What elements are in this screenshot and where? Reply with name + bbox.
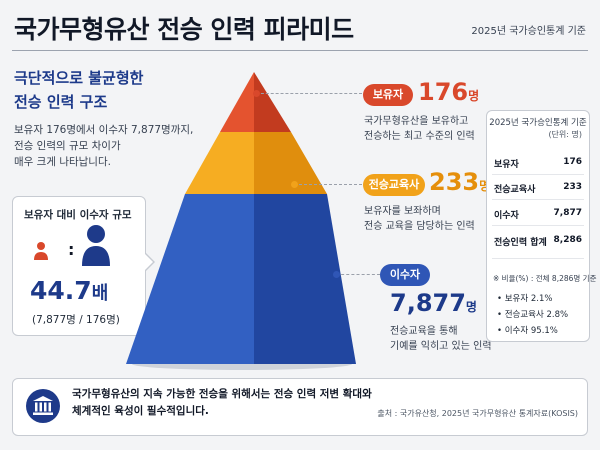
person-large-icon bbox=[82, 225, 110, 266]
tier-desc-holder: 국가무형유산을 보유하고 전승하는 최고 수준의 인력 bbox=[364, 114, 475, 144]
edu-leader-dot bbox=[291, 181, 298, 188]
tier-count-edu: 233명 bbox=[429, 168, 490, 196]
description-line-3: 매우 크게 나타납니다. bbox=[14, 156, 111, 168]
stats-row: 전승인력 합계 8,286 bbox=[494, 235, 582, 248]
stats-row: 전승교육사 233 bbox=[494, 182, 582, 195]
footer-message: 국가무형유산의 지속 가능한 전승을 위해서는 전승 인력 저변 확대와 체계적… bbox=[72, 386, 372, 420]
footer-source: 출처 : 국가유산청, 2025년 국가무형유산 통계자료(KOSIS) bbox=[377, 409, 578, 418]
headline-line-2: 전승 인력 구조 bbox=[14, 93, 108, 111]
header-divider bbox=[12, 50, 588, 51]
ratio-value: 44.7배 bbox=[30, 276, 108, 305]
tier-label-holder: 보유자 bbox=[363, 84, 413, 106]
person-small-icon bbox=[34, 242, 48, 260]
tier-label-edu: 전승교육사 bbox=[363, 174, 425, 196]
stats-row: 보유자 176 bbox=[494, 157, 582, 170]
holder-leader-dot bbox=[253, 90, 260, 97]
stats-row-label: 보유자 bbox=[494, 160, 519, 170]
ratio-icons: : bbox=[34, 225, 110, 266]
stats-row-divider bbox=[492, 199, 584, 200]
tier-count-holder-unit: 명 bbox=[468, 89, 480, 103]
stats-unit: (단위: 명) bbox=[548, 130, 582, 139]
trainee-leader-line bbox=[336, 274, 380, 275]
stats-row-label: 전승인력 합계 bbox=[494, 238, 547, 248]
description-line-2: 전승 인력의 규모 차이가 bbox=[14, 140, 121, 152]
tier-count-edu-value: 233 bbox=[429, 168, 480, 196]
stats-title: 2025년 국가승인통계 기준 bbox=[489, 118, 587, 128]
description-line-1: 보유자 176명에서 이수자 7,877명까지, bbox=[14, 124, 194, 136]
stats-row-value: 176 bbox=[563, 157, 582, 167]
tier-desc-edu: 보유자를 보좌하며 전승 교육을 담당하는 인력 bbox=[364, 204, 475, 234]
footer-box bbox=[12, 378, 588, 436]
page-title: 국가무형유산 전승 인력 피라미드 bbox=[14, 15, 354, 44]
tier-count-holder: 176명 bbox=[418, 78, 479, 106]
ratio-title: 보유자 대비 이수자 규모 bbox=[24, 209, 132, 221]
tier-count-holder-value: 176 bbox=[418, 78, 469, 106]
stats-row-value: 233 bbox=[563, 182, 582, 192]
tier-label-trainee: 이수자 bbox=[380, 264, 430, 286]
stats-row: 이수자 7,877 bbox=[494, 208, 582, 221]
stats-row-label: 전승교육사 bbox=[494, 185, 536, 195]
tier-count-edu-unit: 명 bbox=[479, 179, 491, 193]
tier-count-trainee: 7,877명 bbox=[390, 289, 477, 317]
stats-row-value: 8,286 bbox=[553, 235, 582, 245]
ratio-box bbox=[12, 196, 146, 336]
pyramid-tier-holder bbox=[220, 72, 291, 132]
tier-desc-trainee-line-1: 전승교육을 통해 bbox=[390, 326, 458, 337]
pyramid-diagram bbox=[126, 72, 356, 370]
pyramid-tier-trainee bbox=[126, 194, 356, 364]
header-source: 2025년 국가승인통계 기준 bbox=[471, 26, 586, 37]
tier-desc-edu-line-1: 보유자를 보좌하며 bbox=[364, 206, 441, 217]
footer-icon-badge bbox=[26, 389, 60, 423]
ratio-sub: (7,877명 / 176명) bbox=[32, 314, 120, 326]
stats-pct-item: • 보유자 2.1% bbox=[497, 294, 553, 304]
ratio-colon: : bbox=[68, 240, 74, 259]
headline-line-1: 극단적으로 불균형한 bbox=[14, 69, 144, 87]
pyramid-tier-edu bbox=[185, 132, 327, 194]
tier-count-trainee-unit: 명 bbox=[465, 300, 477, 314]
footer-message-line-1: 국가무형유산의 지속 가능한 전승을 위해서는 전승 인력 저변 확대와 bbox=[72, 388, 372, 400]
stats-row-divider bbox=[492, 225, 584, 226]
footer-message-line-2: 체계적인 육성이 필수적입니다. bbox=[72, 405, 209, 417]
ratio-value-unit: 배 bbox=[91, 283, 109, 304]
edu-leader-line bbox=[294, 184, 362, 185]
stats-pct-item: • 전승교육사 2.8% bbox=[497, 310, 569, 320]
stats-row-value: 7,877 bbox=[553, 208, 582, 218]
stats-row-divider bbox=[492, 174, 584, 175]
ratio-value-number: 44.7 bbox=[30, 276, 92, 305]
tier-desc-edu-line-2: 전승 교육을 담당하는 인력 bbox=[364, 221, 475, 232]
tier-desc-holder-line-2: 전승하는 최고 수준의 인력 bbox=[364, 131, 475, 142]
tier-desc-trainee: 전승교육을 통해 기예를 익히고 있는 인력 bbox=[390, 324, 492, 354]
tier-desc-holder-line-1: 국가무형유산을 보유하고 bbox=[364, 116, 469, 127]
stats-panel bbox=[486, 110, 590, 342]
stats-pct-item: • 이수자 95.1% bbox=[497, 326, 558, 336]
headline: 극단적으로 불균형한 전승 인력 구조 bbox=[14, 66, 143, 114]
museum-icon bbox=[33, 396, 53, 415]
trainee-leader-dot bbox=[333, 271, 340, 278]
stats-row-label: 이수자 bbox=[494, 211, 519, 221]
tier-desc-trainee-line-2: 기예를 익히고 있는 인력 bbox=[390, 341, 492, 352]
stats-row-divider bbox=[492, 258, 584, 259]
stats-pct-head: ※ 비율(%) : 전체 8,286명 기준 bbox=[493, 274, 597, 283]
ratio-box-pointer-inner bbox=[144, 253, 153, 271]
holder-leader-line bbox=[256, 93, 362, 94]
description: 보유자 176명에서 이수자 7,877명까지, 전승 인력의 규모 차이가 매… bbox=[14, 122, 193, 170]
tier-count-trainee-value: 7,877 bbox=[390, 289, 466, 317]
